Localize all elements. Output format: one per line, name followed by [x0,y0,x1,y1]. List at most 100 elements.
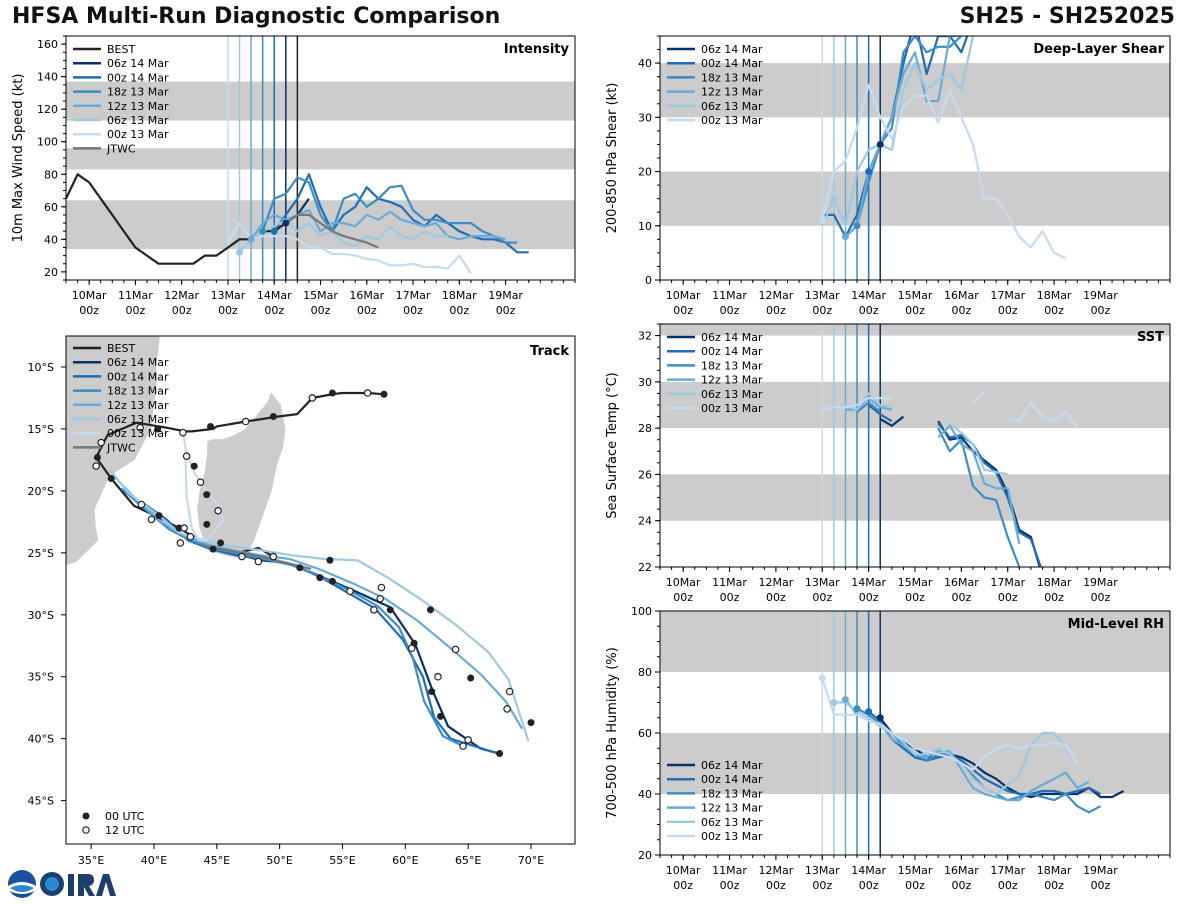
sst-ytick-label: 22 [638,561,652,574]
sst-series-00z-13-mar-seg1 [972,390,986,404]
shear-legend-06z-14-mar: 06z 14 Mar [701,43,763,56]
intensity-legend-00z-13-mar: 00z 13 Mar [107,128,169,141]
rh-plot-area [660,611,1170,855]
track-xtick-label: 55°E [329,854,355,867]
intensity-series-00z-14-mar [273,173,529,254]
shear-ytick-label: 0 [645,274,652,287]
shear-legend-18z-13-mar: 18z 13 Mar [701,71,763,84]
track-legend-12utc: 12 UTC [105,824,145,837]
intensity-marker-18z-13-mar [259,227,267,235]
sst-legend-06z-13-mar: 06z 13 Mar [701,388,763,401]
track-dot-12utc [346,587,354,596]
rh-xtick-label: 17Mar [990,864,1025,877]
track-ytick-label: 30°S [28,609,54,622]
track-dot-12utc [254,557,263,566]
shear-xtick-label: 14Mar [851,289,886,302]
land-africa [66,336,161,566]
track-dot-12utc [196,478,205,487]
track-dot-00utc [155,512,163,520]
track-dot-12utc [137,500,146,509]
track-dot-12utc [136,423,144,432]
track-dot-00utc [107,474,115,482]
track-dot-12utc [376,594,384,603]
shear-xtick-label: 19Mar [1083,289,1118,302]
rh-panel: 20 40 60 80 100 10Mar 00z 11Mar 00z 12Mar 00z 13Mar… [605,605,1171,892]
shear-xtick-label: 00z [766,304,786,317]
sst-xtick-label: 00z [859,591,879,604]
shear-marker-06z-14-mar [876,140,884,148]
intensity-ytick-label: 100 [37,136,58,149]
sst-xtick-label: 00z [812,591,832,604]
rh-xtick-label: 10Mar [666,864,701,877]
sst-band-2 [660,324,1170,336]
track-ytick-label: 45°S [28,795,54,808]
logo-area [6,868,116,904]
intensity-legend-00z-14-mar: 00z 14 Mar [107,71,169,84]
track-dot-00utc [217,539,225,547]
track-dot-12utc [505,687,514,696]
track-dot-00utc [93,453,101,461]
intensity-title: Intensity [504,42,570,57]
intensity-xtick-label: 00z [449,304,469,317]
track-ytick-label: 25°S [28,547,54,560]
track-legend-18z-13-mar: 18z 13 Mar [107,385,169,398]
intensity-ytick-label: 20 [44,266,58,279]
rh-xtick-label: 00z [720,879,740,892]
track-panel: 35°E 40°E 45°E 50°E 55°E 60°E 65°E 70°E 10°S 15°S… [28,335,576,867]
shear-series-00z-13-mar [821,83,1067,260]
rh-xtick-label: 00z [1091,879,1111,892]
track-dot-12utc [269,552,278,561]
rh-series-12z-13-mar [844,698,1090,802]
track-dot-00utc [154,425,162,433]
intensity-xtick-label: 15Mar [303,289,338,302]
shear-plot-area [660,36,1170,280]
intensity-series-18z-13-mar [261,176,518,244]
track-legend-06z-14-mar: 06z 14 Mar [107,356,169,369]
rh-xtick-label: 13Mar [805,864,840,877]
rh-legend-00z-14-mar: 00z 14 Mar [701,773,763,786]
intensity-xtick-label: 12Mar [164,289,199,302]
page-title: HFSA Multi-Run Diagnostic Comparison [12,4,501,29]
shear-legend-00z-13-mar: 00z 13 Mar [701,114,763,127]
rh-xtick-label: 16Mar [944,864,979,877]
rh-xtick-label: 12Mar [759,864,794,877]
track-legend-00z-14-mar: 00z 14 Mar [107,370,169,383]
intensity-legend-06z-14-mar: 06z 14 Mar [107,57,169,70]
intensity-marker-12z-13-mar [247,235,255,243]
intensity-xtick-label: 14Mar [257,289,292,302]
intensity-xtick-label: 16Mar [349,289,384,302]
track-dot-00utc [269,413,277,421]
sst-xtick-label: 15Mar [898,576,933,589]
shear-xtick-label: 12Mar [759,289,794,302]
intensity-xtick-label: 00z [79,304,99,317]
rh-legend-00z-13-mar: 00z 13 Mar [701,830,763,843]
sst-series-06z-13-mar-seg1 [949,422,1008,476]
shear-marker-18z-13-mar [853,222,861,230]
sst-panel: 22 24 26 28 30 32 10Mar 00z 11Mar 00z 12Mar 00z 13Ma… [605,323,1171,604]
intensity-xtick-label: 00z [218,304,238,317]
intensity-legend-best: BEST [107,43,135,56]
shear-ytick-label: 10 [638,220,652,233]
sst-xtick-label: 00z [1044,591,1064,604]
shear-xtick-label: 00z [1044,304,1064,317]
sst-xtick-label: 14Mar [851,576,886,589]
track-dot-12utc [434,672,442,681]
track-dot-00utc [328,577,336,585]
shear-xtick-label: 00z [951,304,971,317]
track-dot-12utc [363,389,372,397]
track-dot-00utc [190,462,198,470]
rh-ytick-label: 80 [638,666,652,679]
shear-band-0 [660,171,1170,226]
intensity-xtick-label: 10Mar [72,289,107,302]
track-ytick-label: 40°S [28,733,54,746]
shear-marker-12z-13-mar [841,233,849,241]
intensity-xtick-label: 00z [403,304,423,317]
sst-ytick-label: 32 [638,330,652,343]
rh-marker-00z-13-mar [818,674,826,682]
shear-xtick-label: 17Mar [990,289,1025,302]
intensity-xtick-label: 00z [126,304,146,317]
track-dot-12utc [180,524,188,532]
sst-xtick-label: 00z [905,591,925,604]
intensity-series-jtwc [285,213,379,249]
shear-xtick-label: 00z [1091,304,1111,317]
